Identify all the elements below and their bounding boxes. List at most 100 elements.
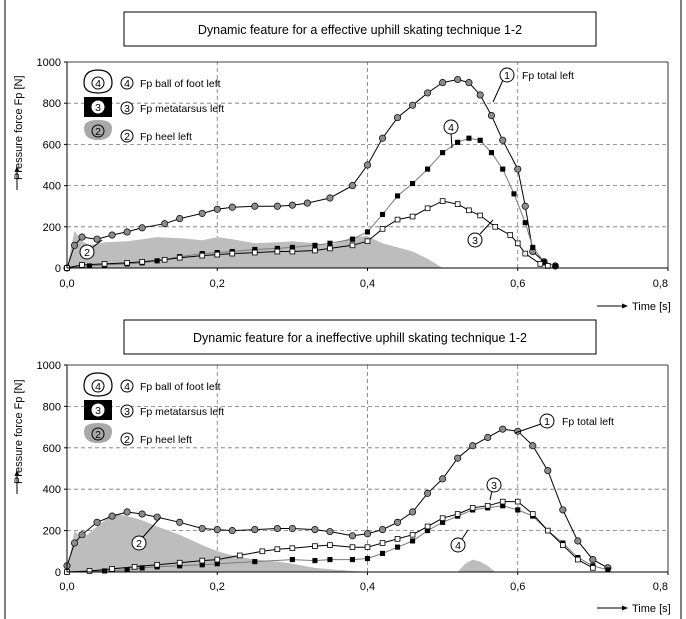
annotation-leader xyxy=(514,423,542,434)
annotation-total: 1 Fp total left xyxy=(492,67,574,103)
data-point-total xyxy=(409,101,417,109)
data-point-metatarsus xyxy=(409,213,416,220)
foot-metatarsus-num-circle xyxy=(90,402,106,418)
data-point-metatarsus xyxy=(259,548,266,555)
data-point-total xyxy=(484,433,492,442)
data-point-ball xyxy=(395,193,401,199)
data-point-metatarsus xyxy=(274,248,281,255)
data-point-total xyxy=(198,524,206,533)
data-point-metatarsus xyxy=(379,226,386,232)
data-point-ball xyxy=(349,557,356,563)
data-point-ball xyxy=(349,236,356,242)
foot-metatarsus-num-circle xyxy=(90,99,106,115)
legend-item-ball: 4 4 Fp ball of foot left xyxy=(83,69,221,94)
data-point-metatarsus xyxy=(477,212,483,219)
chart-title-box xyxy=(123,319,597,355)
data-point-total xyxy=(273,202,281,210)
data-point-total xyxy=(465,79,473,87)
annotation-metatarsus: 3 xyxy=(486,477,502,501)
data-point-total xyxy=(574,537,582,545)
data-point-total xyxy=(251,202,259,210)
y-axis-label-group: Pressure force Fp [N] xyxy=(13,379,25,494)
data-point-total xyxy=(326,528,334,536)
annotation-circle xyxy=(79,244,95,260)
data-point-metatarsus xyxy=(499,498,506,505)
annotation-circle xyxy=(486,477,502,493)
data-point-metatarsus xyxy=(590,565,596,571)
data-point-total xyxy=(424,89,432,97)
x-tick-label: 0,2 xyxy=(210,278,225,290)
annotation-leader xyxy=(450,132,453,149)
legend-num: 2 xyxy=(124,434,130,446)
data-point-metatarsus xyxy=(469,505,476,511)
series-layer xyxy=(63,425,612,575)
y-tick-label: 800 xyxy=(43,98,61,110)
annotation-circle xyxy=(539,413,555,429)
data-point-ball xyxy=(410,538,416,544)
data-point-metatarsus xyxy=(439,515,446,521)
y-tick-label: 400 xyxy=(43,181,61,193)
annotation-metatarsus: 3 xyxy=(467,219,494,248)
data-point-ball xyxy=(410,180,416,187)
data-point-metatarsus xyxy=(454,201,461,207)
data-point-metatarsus xyxy=(109,566,115,572)
y-tick-label: 800 xyxy=(43,401,61,413)
data-point-metatarsus xyxy=(522,250,529,257)
series-line xyxy=(66,78,556,269)
chart-title: Dynamic feature for a effective uphill s… xyxy=(198,23,522,37)
data-point-total xyxy=(303,199,311,207)
data-point-total xyxy=(288,524,296,533)
legend-num: 4 xyxy=(95,381,101,393)
data-point-total xyxy=(514,165,522,173)
data-point-total xyxy=(176,518,184,526)
data-point-ball xyxy=(440,150,446,156)
data-point-metatarsus xyxy=(575,556,581,563)
x-tick-labels: 0,0 0,2 0,4 0,6 0,8 xyxy=(59,581,668,593)
data-point-total xyxy=(454,75,462,84)
heel-area xyxy=(67,513,496,572)
annotation-leader xyxy=(142,517,161,538)
legend-label: Fp ball of foot left xyxy=(140,381,221,393)
data-point-ball xyxy=(327,557,333,563)
data-point-total xyxy=(93,235,101,243)
annotation-num: 3 xyxy=(472,235,478,247)
annotation-num: 1 xyxy=(504,70,510,82)
data-point-total xyxy=(108,231,116,239)
legend-num-circle xyxy=(120,76,134,90)
y-tick-label: 200 xyxy=(43,222,61,234)
x-axis-label-group: Time [s] xyxy=(597,603,671,615)
data-point-total xyxy=(476,91,484,99)
legend-num-circle xyxy=(120,129,134,143)
annotations: 1 Fp total left 4 3 2 xyxy=(79,67,574,260)
y-tick-label: 200 xyxy=(43,526,61,538)
legend-num: 4 xyxy=(124,78,130,90)
data-point-metatarsus xyxy=(560,542,566,548)
data-point-metatarsus xyxy=(289,248,296,255)
annotation-num: 3 xyxy=(491,480,497,492)
annotation-leader xyxy=(492,79,504,103)
x-tick-label: 0,4 xyxy=(360,278,375,290)
chart-ineffective: Dynamic feature for a ineffective uphill… xyxy=(13,319,671,615)
data-point-metatarsus xyxy=(514,240,521,247)
y-tick-label: 1000 xyxy=(37,57,61,69)
annotation-num: 4 xyxy=(448,122,454,134)
legend-num: 2 xyxy=(124,131,130,143)
annotation-total: 1 Fp total left xyxy=(514,413,614,434)
legend-item-metatarsus: 3 3 Fp metatarsus left xyxy=(84,400,224,420)
data-point-total xyxy=(363,161,372,169)
legend-num-circle xyxy=(120,404,134,418)
data-point-metatarsus xyxy=(86,568,93,574)
legend-label: Fp ball of foot left xyxy=(140,78,221,90)
data-point-ball xyxy=(327,240,333,246)
legend-label: Fp metatarsus left xyxy=(140,406,224,418)
annotation-heel: 2 xyxy=(131,517,161,551)
data-point-metatarsus xyxy=(154,561,160,568)
data-point-ball xyxy=(477,137,483,143)
y-tick-labels: 0 200 400 600 800 1000 xyxy=(37,57,61,275)
plot-area xyxy=(63,61,669,272)
y-tick-label: 400 xyxy=(43,484,61,496)
data-point-metatarsus xyxy=(327,245,333,252)
data-point-total xyxy=(161,220,169,228)
legend-item-metatarsus: 3 3 Fp metatarsus left xyxy=(84,97,224,117)
data-point-ball xyxy=(522,220,528,226)
